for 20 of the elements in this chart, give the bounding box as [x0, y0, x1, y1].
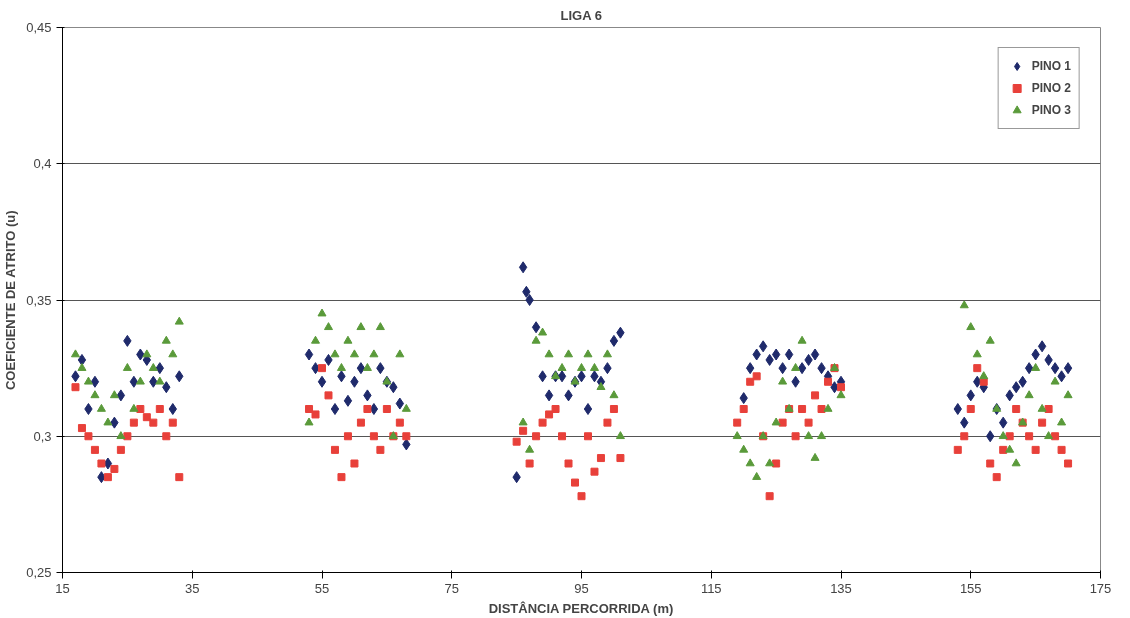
chart-title: LIGA 6 [560, 7, 602, 23]
x-tick-label: 115 [700, 580, 722, 596]
x-tick-label: 15 [55, 580, 70, 596]
legend-label: PINO 1 [1031, 59, 1071, 73]
x-tick-label: 55 [314, 580, 330, 596]
legend-label: PINO 2 [1031, 81, 1071, 95]
x-tick-label: 95 [574, 580, 589, 596]
x-tick-label: 35 [185, 580, 200, 596]
x-tick-label: 75 [444, 580, 459, 596]
x-axis-title: DISTÂNCIA PERCORRIDA (m) [488, 600, 674, 616]
x-tick-label: 135 [830, 580, 852, 596]
y-axis-title: COEFICIENTE DE ATRITO (u) [3, 210, 19, 391]
x-tick-label: 175 [1089, 580, 1112, 596]
legend-label: PINO 3 [1031, 103, 1071, 117]
y-tick-label: 0,35 [26, 292, 52, 308]
y-tick-label: 0,3 [33, 428, 52, 444]
y-tick-label: 0,4 [33, 156, 52, 172]
y-tick-label: 0,45 [26, 20, 52, 35]
x-tick-label: 155 [959, 580, 982, 596]
y-tick-label: 0,25 [26, 565, 52, 580]
